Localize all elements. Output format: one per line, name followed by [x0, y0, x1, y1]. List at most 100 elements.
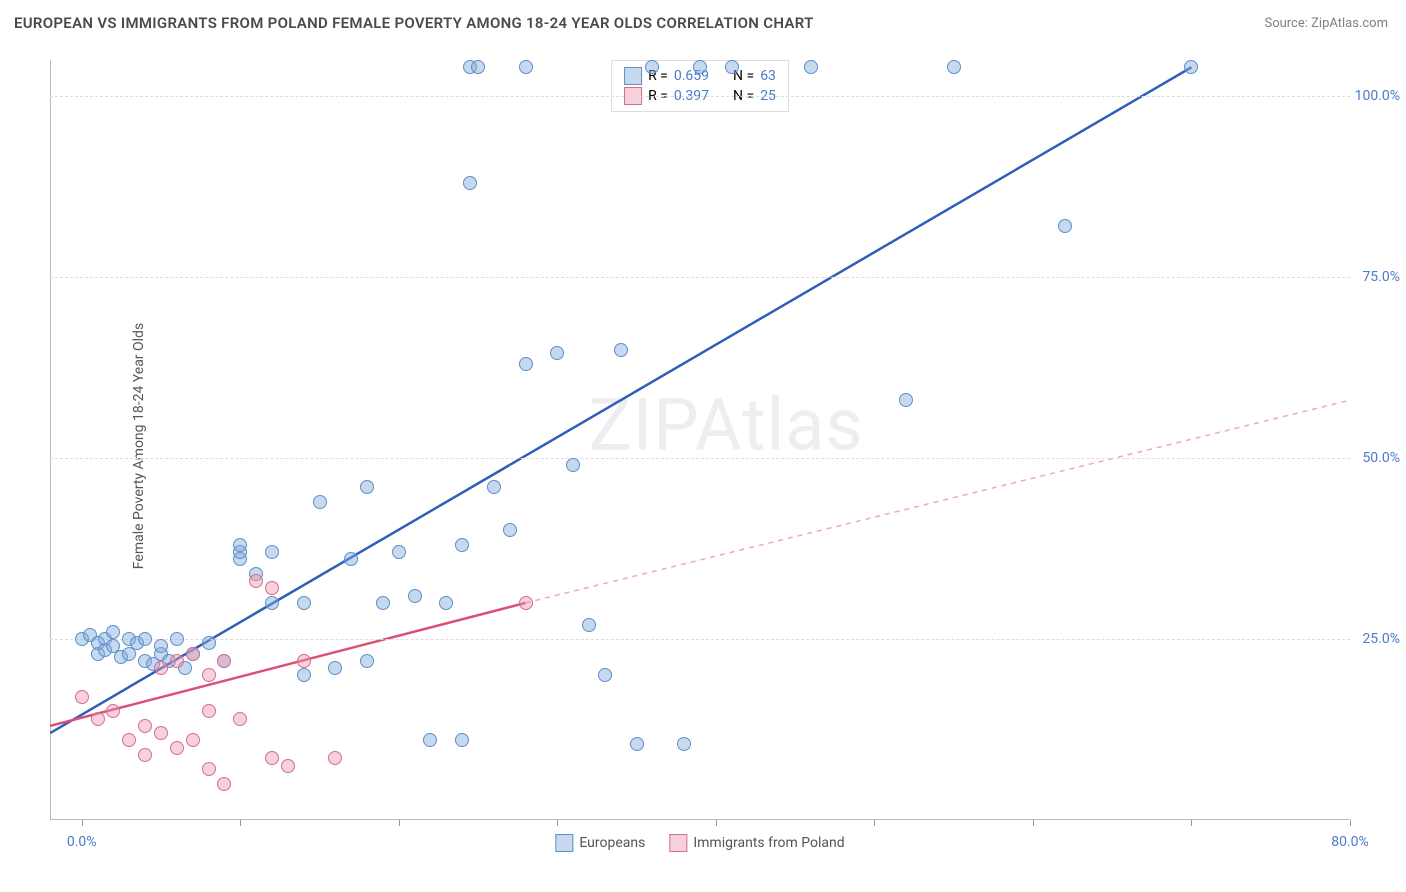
data-point [91, 712, 105, 726]
data-point [947, 60, 961, 74]
xtick-mark [1350, 820, 1351, 826]
data-point [344, 552, 358, 566]
trend-line [50, 603, 526, 726]
data-point [265, 581, 279, 595]
ytick-label: 50.0% [1362, 450, 1400, 466]
data-point [233, 712, 247, 726]
ytick-label: 25.0% [1362, 631, 1400, 647]
source-label: Source: ZipAtlas.com [1264, 16, 1388, 31]
x-axis-line [50, 819, 1350, 820]
xtick-mark [240, 820, 241, 826]
data-point [202, 668, 216, 682]
data-point [138, 719, 152, 733]
data-point [519, 596, 533, 610]
swatch-europeans [624, 67, 642, 85]
data-point [138, 632, 152, 646]
data-point [519, 357, 533, 371]
data-point [471, 60, 485, 74]
data-point [217, 654, 231, 668]
data-point [645, 60, 659, 74]
xtick-mark [399, 820, 400, 826]
chart-area: ZIPAtlas R = 0.659 N = 63 R = 0.397 N = … [50, 60, 1350, 820]
xtick-mark [874, 820, 875, 826]
data-point [693, 60, 707, 74]
data-point [265, 751, 279, 765]
data-point [376, 596, 390, 610]
data-point [899, 393, 913, 407]
data-point [154, 639, 168, 653]
data-point [281, 759, 295, 773]
gridline [50, 277, 1350, 278]
data-point [202, 762, 216, 776]
data-point [566, 458, 580, 472]
data-point [297, 654, 311, 668]
trend-line [50, 67, 1191, 733]
data-point [202, 636, 216, 650]
xtick-mark [716, 820, 717, 826]
gridline [50, 639, 1350, 640]
data-point [313, 495, 327, 509]
data-point [804, 60, 818, 74]
legend-label-europeans: Europeans [579, 835, 645, 851]
swatch-poland [669, 834, 687, 852]
data-point [550, 346, 564, 360]
data-point [423, 733, 437, 747]
data-point [455, 538, 469, 552]
legend-series: Europeans Immigrants from Poland [555, 834, 844, 852]
xtick-mark [1033, 820, 1034, 826]
data-point [297, 596, 311, 610]
legend-item-poland: Immigrants from Poland [669, 834, 844, 852]
xtick-mark [82, 820, 83, 826]
data-point [582, 618, 596, 632]
data-point [503, 523, 517, 537]
data-point [677, 737, 691, 751]
data-point [154, 661, 168, 675]
data-point [1058, 219, 1072, 233]
data-point [614, 343, 628, 357]
data-point [297, 668, 311, 682]
data-point [408, 589, 422, 603]
data-point [328, 751, 342, 765]
data-point [598, 668, 612, 682]
xtick-label: 80.0% [1331, 834, 1369, 850]
data-point [202, 704, 216, 718]
data-point [122, 733, 136, 747]
y-axis-line [50, 60, 51, 820]
data-point [186, 647, 200, 661]
data-point [1184, 60, 1198, 74]
data-point [170, 741, 184, 755]
xtick-mark [1191, 820, 1192, 826]
legend-label-poland: Immigrants from Poland [693, 835, 844, 851]
data-point [725, 60, 739, 74]
data-point [106, 704, 120, 718]
chart-title: EUROPEAN VS IMMIGRANTS FROM POLAND FEMAL… [14, 14, 814, 32]
data-point [186, 733, 200, 747]
xtick-mark [557, 820, 558, 826]
data-point [630, 737, 644, 751]
legend-item-europeans: Europeans [555, 834, 645, 852]
data-point [519, 60, 533, 74]
data-point [170, 632, 184, 646]
data-point [328, 661, 342, 675]
data-point [138, 748, 152, 762]
data-point [455, 733, 469, 747]
data-point [154, 726, 168, 740]
ytick-label: 100.0% [1355, 88, 1400, 104]
data-point [265, 596, 279, 610]
data-point [106, 625, 120, 639]
data-point [265, 545, 279, 559]
data-point [439, 596, 453, 610]
ytick-label: 75.0% [1362, 269, 1400, 285]
n-value-europeans: 63 [760, 68, 776, 84]
data-point [233, 538, 247, 552]
data-point [75, 690, 89, 704]
data-point [170, 654, 184, 668]
trend-lines-svg [50, 60, 1350, 820]
watermark: ZIPAtlas [588, 382, 863, 467]
data-point [360, 654, 374, 668]
gridline [50, 96, 1350, 97]
data-point [360, 480, 374, 494]
data-point [249, 574, 263, 588]
data-point [487, 480, 501, 494]
data-point [217, 777, 231, 791]
